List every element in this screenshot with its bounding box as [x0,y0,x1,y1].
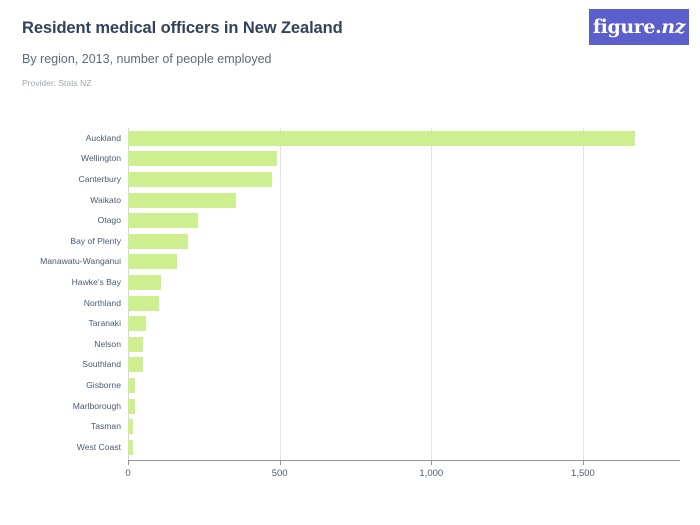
bar-row[interactable] [128,210,680,231]
bar-row[interactable] [128,375,680,396]
page-subtitle: By region, 2013, number of people employ… [22,52,272,66]
category-label-row: Canterbury [0,169,121,190]
x-tick-mark [279,461,281,465]
bar-row[interactable] [128,272,680,293]
bar[interactable] [128,192,236,208]
x-axis-line [128,460,680,461]
chart-header: Resident medical officers in New Zealand… [22,18,678,89]
category-label-row: Waikato [0,190,121,211]
bar-row[interactable] [128,355,680,376]
x-axis-ticks: 0 500 1,000 1,500 [125,461,680,491]
bar[interactable] [128,295,159,311]
category-label: Auckland [85,132,121,143]
bar-row[interactable] [128,396,680,417]
bar[interactable] [128,233,189,249]
x-tick-label: 0 [125,468,131,479]
bar-row[interactable] [128,313,680,334]
bar-row[interactable] [128,252,680,273]
bar-row[interactable] [128,149,680,170]
bar-row[interactable] [128,128,680,149]
bar-row[interactable] [128,416,680,437]
plot-area [128,128,680,460]
bar-row[interactable] [128,293,680,314]
bar[interactable] [128,336,144,352]
bar-row[interactable] [128,231,680,252]
category-label-row: West Coast [0,437,121,458]
bar[interactable] [128,130,635,146]
bar[interactable] [128,274,162,290]
category-label-row: Nelson [0,334,121,355]
logo-text-italic: nz [661,16,686,38]
category-label: Tasman [90,421,121,432]
bar[interactable] [128,439,133,455]
x-tick-mark [128,461,129,465]
category-label: Manawatu-Wanganui [40,256,121,267]
category-label-row: Otago [0,210,121,231]
category-label-row: Southland [0,355,121,376]
category-label: Northland [83,297,121,308]
logo-text: figure.nz [592,16,686,38]
bar[interactable] [128,357,144,373]
x-tick-label: 1,500 [571,468,595,479]
category-label-row: Tasman [0,416,121,437]
page-title: Resident medical officers in New Zealand [22,19,343,37]
x-tick-mark [431,461,433,465]
category-label: Taranaki [88,318,121,329]
figure-nz-logo: figure.nz [589,9,689,45]
bar[interactable] [128,213,199,229]
category-label-row: Northland [0,293,121,314]
x-tick-label: 1,000 [419,468,444,479]
category-axis-labels: Auckland Wellington Canterbury Waikato Otago… [0,128,121,460]
category-label: Hawke's Bay [71,276,121,287]
logo-text-main: figure. [592,16,662,38]
x-tick-mark [582,461,584,465]
category-label: Southland [82,359,121,370]
bar[interactable] [128,254,177,270]
bar-row[interactable] [128,169,680,190]
category-label-row: Manawatu-Wanganui [0,252,121,273]
category-label: Waikato [90,194,121,205]
bar[interactable] [128,419,134,435]
category-label: Gisborne [86,379,121,390]
bar[interactable] [128,398,135,414]
provider-label: Provider: Stats NZ [22,78,92,88]
category-label: Wellington [81,153,121,164]
category-label: West Coast [76,441,121,452]
x-tick-label: 500 [271,468,288,479]
bar[interactable] [128,316,147,332]
category-label: Canterbury [78,173,121,184]
bar-chart: Auckland Wellington Canterbury Waikato Otago… [0,120,700,525]
bar-row[interactable] [128,437,680,458]
category-label-row: Marlborough [0,396,121,417]
bar[interactable] [128,151,278,167]
category-label: Otago [97,215,121,226]
bar-row[interactable] [128,190,680,211]
bar[interactable] [128,171,273,187]
category-label-row: Wellington [0,149,121,170]
bar-rows [128,128,680,460]
bar[interactable] [128,377,135,393]
category-label-row: Bay of Plenty [0,231,121,252]
category-label-row: Taranaki [0,313,121,334]
category-label: Bay of Plenty [70,235,121,246]
category-label: Nelson [94,338,121,349]
bar-row[interactable] [128,334,680,355]
category-label-row: Gisborne [0,375,121,396]
category-label-row: Hawke's Bay [0,272,121,293]
category-label-row: Auckland [0,128,121,149]
category-label: Marlborough [72,400,121,411]
